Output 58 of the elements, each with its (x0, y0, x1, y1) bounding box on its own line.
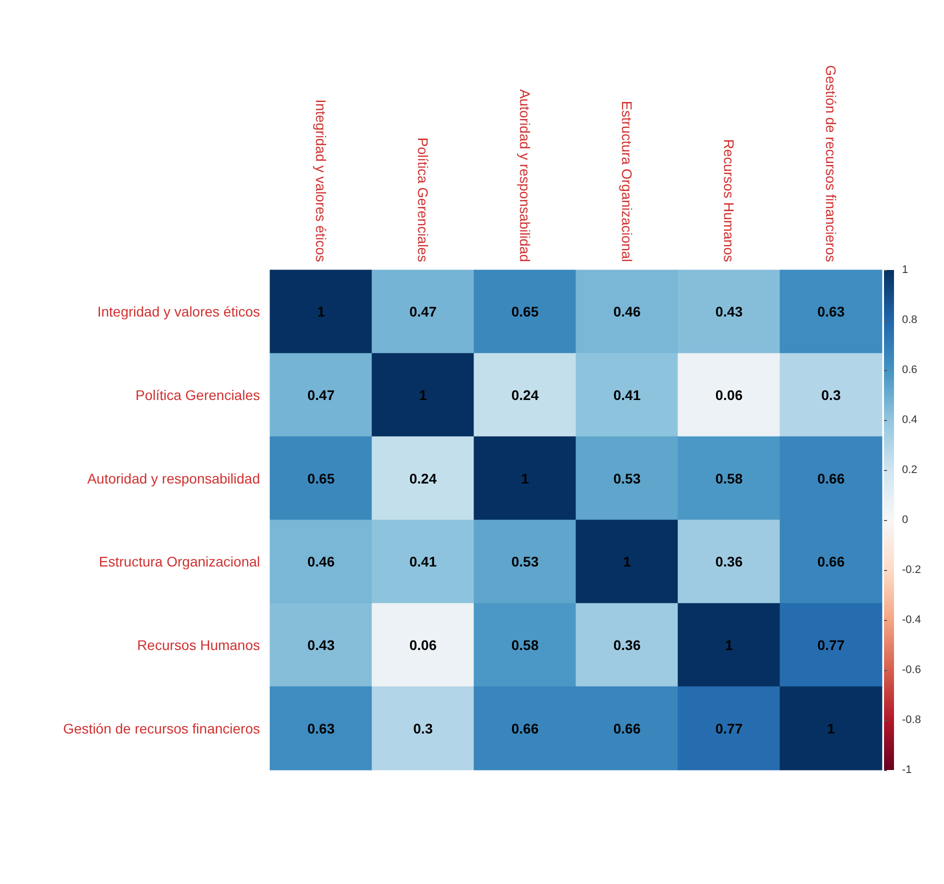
x-tick-label: Recursos Humanos (721, 139, 737, 262)
data-label: 0.77 (817, 637, 845, 653)
data-label: 1 (521, 470, 530, 486)
data-label: 0.36 (715, 554, 743, 570)
data-label: 1 (827, 720, 836, 736)
data-label: 0.24 (511, 387, 539, 403)
color-bar-label: -0.2 (902, 564, 921, 576)
data-label: 0.66 (817, 470, 845, 486)
y-tick-label: Recursos Humanos (137, 637, 260, 653)
color-bar-label: 0.4 (902, 414, 918, 426)
color-bar-label: -0.8 (902, 714, 921, 726)
data-label: 0.47 (307, 387, 335, 403)
data-label: 0.66 (613, 720, 641, 736)
data-label: 0.41 (613, 387, 641, 403)
data-label: 0.06 (409, 637, 437, 653)
x-tick-label: Política Gerenciales (415, 137, 431, 262)
y-tick-label: Autoridad y responsabilidad (87, 470, 260, 486)
data-label: 0.46 (307, 554, 335, 570)
data-label: 0.47 (409, 304, 437, 320)
data-label: 0.65 (511, 304, 539, 320)
data-label: 0.3 (413, 720, 433, 736)
data-label: 0.66 (511, 720, 539, 736)
x-tick-label: Autoridad y responsabilidad (517, 89, 533, 262)
data-label: 0.46 (613, 304, 641, 320)
data-label: 0.06 (715, 387, 743, 403)
data-label: 0.77 (715, 720, 743, 736)
data-label: 0.43 (307, 637, 335, 653)
data-label: 1 (419, 387, 428, 403)
y-tick-label: Integridad y valores éticos (97, 304, 260, 320)
data-label: 0.58 (715, 470, 743, 486)
data-label: 0.53 (511, 554, 539, 570)
data-label: 0.43 (715, 304, 743, 320)
color-bar-label: 0 (902, 514, 908, 526)
data-label: 1 (623, 554, 632, 570)
color-bar-label: -0.4 (902, 614, 921, 626)
data-label: 0.58 (511, 637, 539, 653)
x-tick-label: Gestión de recursos financieros (823, 65, 839, 262)
data-label: 1 (317, 304, 326, 320)
data-label: 0.53 (613, 470, 641, 486)
data-label: 1 (725, 637, 734, 653)
data-label: 0.66 (817, 554, 845, 570)
data-label: 0.24 (409, 470, 437, 486)
y-tick-label: Estructura Organizacional (98, 554, 260, 570)
color-bar-label: 1 (902, 264, 908, 276)
color-bar-label: -0.6 (902, 664, 921, 676)
data-label: 0.65 (307, 470, 335, 486)
y-tick-label: Gestión de recursos financieros (63, 720, 260, 736)
data-label: 0.63 (307, 720, 335, 736)
color-bar-label: 0.2 (902, 464, 918, 476)
data-label: 0.41 (409, 554, 437, 570)
color-bar-label: 0.8 (902, 314, 918, 326)
color-bar-label: 0.6 (902, 364, 918, 376)
data-label: 0.3 (821, 387, 841, 403)
color-bar-label: -1 (902, 764, 912, 776)
data-label: 0.63 (817, 304, 845, 320)
y-tick-label: Política Gerenciales (135, 387, 260, 403)
data-label: 0.36 (613, 637, 641, 653)
x-tick-label: Estructura Organizacional (619, 100, 635, 262)
